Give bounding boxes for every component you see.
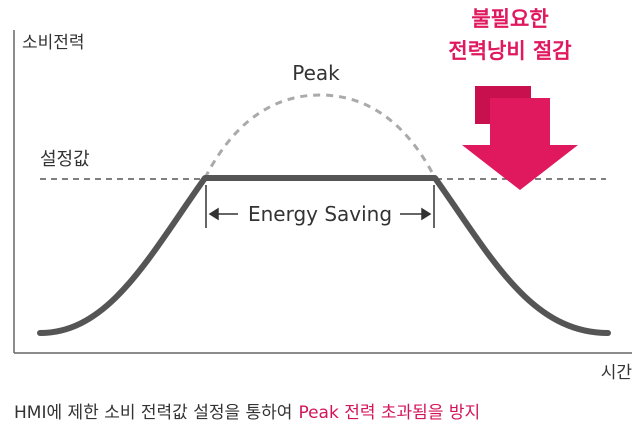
callout-line: 불필요한 (471, 7, 548, 31)
caption-highlight: Peak 전력 초과됨을 방지 (298, 403, 480, 423)
down-arrow-icon (462, 86, 578, 190)
energy-saving-marker (205, 185, 435, 228)
consumption-curve (37, 175, 611, 336)
callout-line: 전력낭비 절감 (448, 39, 571, 63)
caption-text: HMI에 제한 소비 전력값 설정을 통하여 (14, 403, 292, 423)
y-axis-label: 소비전력 (22, 33, 85, 53)
x-axis-label: 시간 (601, 363, 633, 383)
setpoint-label: 설정값 (40, 149, 90, 170)
peak-curve (203, 93, 437, 179)
energy-saving-label: Energy Saving (248, 202, 392, 226)
caption: HMI에 제한 소비 전력값 설정을 통하여 Peak 전력 초과됨을 방지 (14, 403, 480, 423)
peak-label: Peak (292, 61, 340, 85)
